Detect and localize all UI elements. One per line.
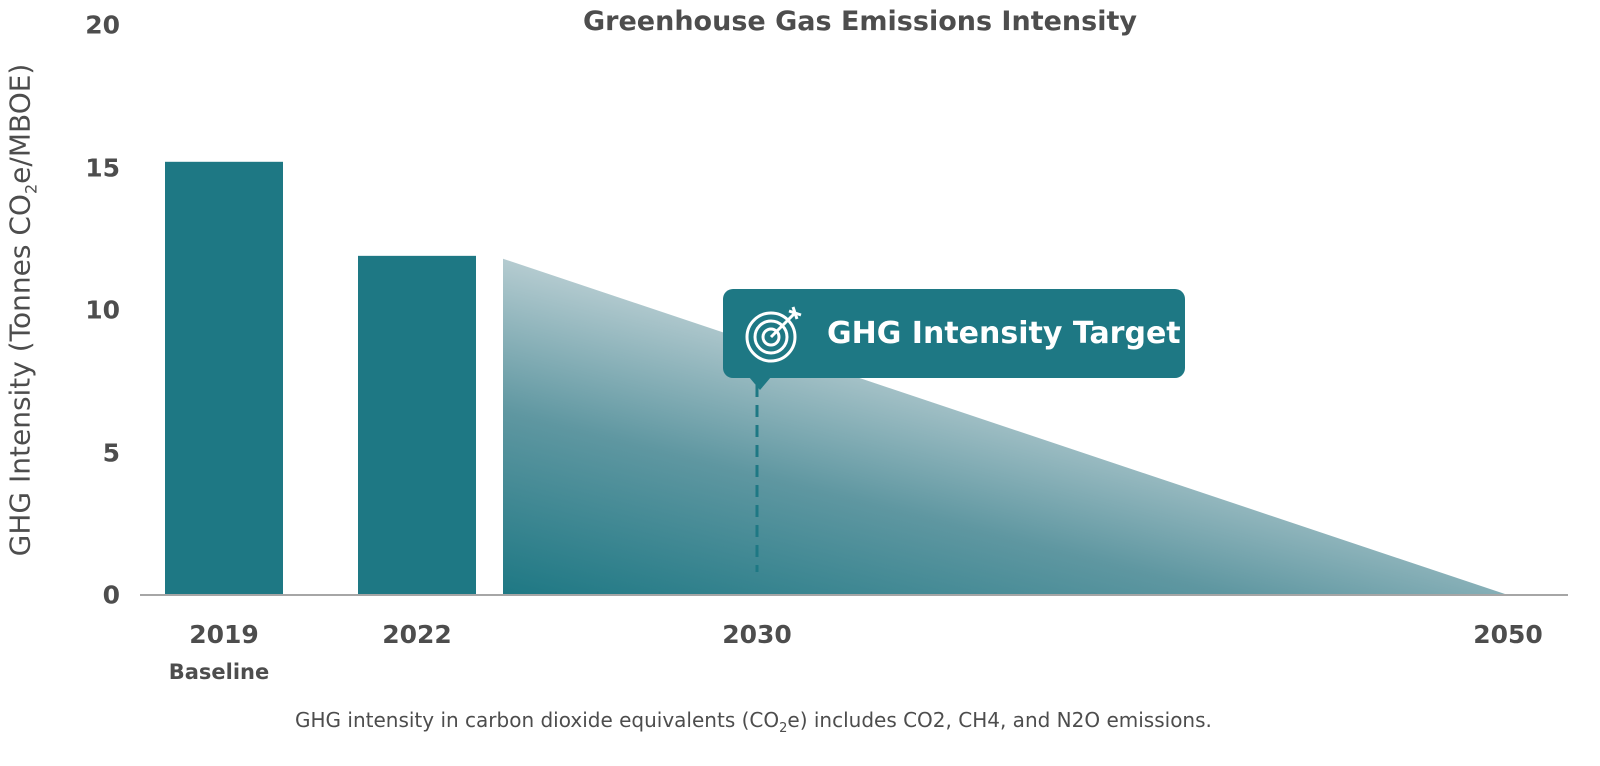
y-tick-label: 5 (102, 438, 120, 467)
y-tick-label: 15 (85, 153, 120, 182)
x-tick-label: 2030 (722, 620, 792, 649)
chart-title: Greenhouse Gas Emissions Intensity (583, 6, 1137, 37)
x-tick-label: 2050 (1473, 620, 1543, 649)
y-tick-label: 10 (85, 295, 120, 325)
target-icon (745, 306, 802, 362)
bar-2019 (165, 161, 283, 596)
x-tick-label: 2019 (189, 620, 259, 649)
target-callout: GHG Intensity Target (723, 289, 1185, 390)
y-tick-label: 20 (85, 10, 120, 40)
footnote-post: e) includes CO2, CH4, and N2O emissions. (787, 708, 1212, 732)
footnote-sub: 2 (779, 721, 788, 736)
bar-2022 (358, 255, 476, 595)
x-tick-sublabel: Baseline (168, 660, 270, 684)
x-tick-label: 2022 (382, 620, 452, 649)
callout-label: GHG Intensity Target (827, 316, 1181, 351)
footnote-pre: GHG intensity in carbon dioxide equivale… (295, 708, 780, 732)
footnote: GHG intensity in carbon dioxide equivale… (295, 708, 1212, 736)
y-tick-label: 0 (102, 580, 120, 610)
callout-pointer (749, 377, 771, 390)
